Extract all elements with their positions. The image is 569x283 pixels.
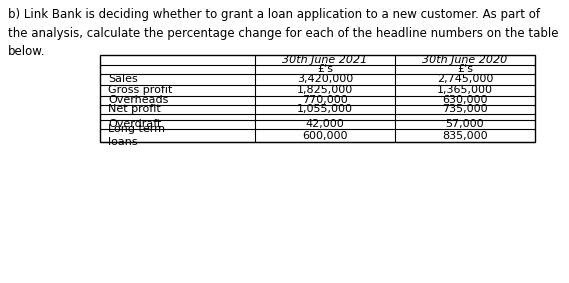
Text: Overheads: Overheads bbox=[108, 95, 168, 105]
Text: Net profit: Net profit bbox=[108, 104, 161, 114]
Text: 835,000: 835,000 bbox=[442, 130, 488, 141]
Text: £'s: £'s bbox=[457, 65, 473, 74]
Text: b) Link Bank is deciding whether to grant a loan application to a new customer. : b) Link Bank is deciding whether to gran… bbox=[8, 8, 559, 58]
Text: 42,000: 42,000 bbox=[306, 119, 344, 129]
Text: 735,000: 735,000 bbox=[442, 104, 488, 114]
Text: 1,825,000: 1,825,000 bbox=[297, 85, 353, 95]
Text: 30th June 2020: 30th June 2020 bbox=[422, 55, 508, 65]
Text: 1,055,000: 1,055,000 bbox=[297, 104, 353, 114]
Text: Sales: Sales bbox=[108, 74, 138, 84]
Text: 3,420,000: 3,420,000 bbox=[297, 74, 353, 84]
Text: 1,365,000: 1,365,000 bbox=[437, 85, 493, 95]
Text: 57,000: 57,000 bbox=[446, 119, 484, 129]
Bar bbox=[100, 55, 535, 142]
Text: Long term
loans: Long term loans bbox=[108, 124, 165, 147]
Text: 2,745,000: 2,745,000 bbox=[437, 74, 493, 84]
Text: 770,000: 770,000 bbox=[302, 95, 348, 105]
Text: Overdraft: Overdraft bbox=[108, 119, 162, 129]
Text: 630,000: 630,000 bbox=[442, 95, 488, 105]
Text: 600,000: 600,000 bbox=[302, 130, 348, 141]
Text: £'s: £'s bbox=[317, 65, 333, 74]
Text: 30th June 2021: 30th June 2021 bbox=[282, 55, 368, 65]
Text: Gross profit: Gross profit bbox=[108, 85, 172, 95]
